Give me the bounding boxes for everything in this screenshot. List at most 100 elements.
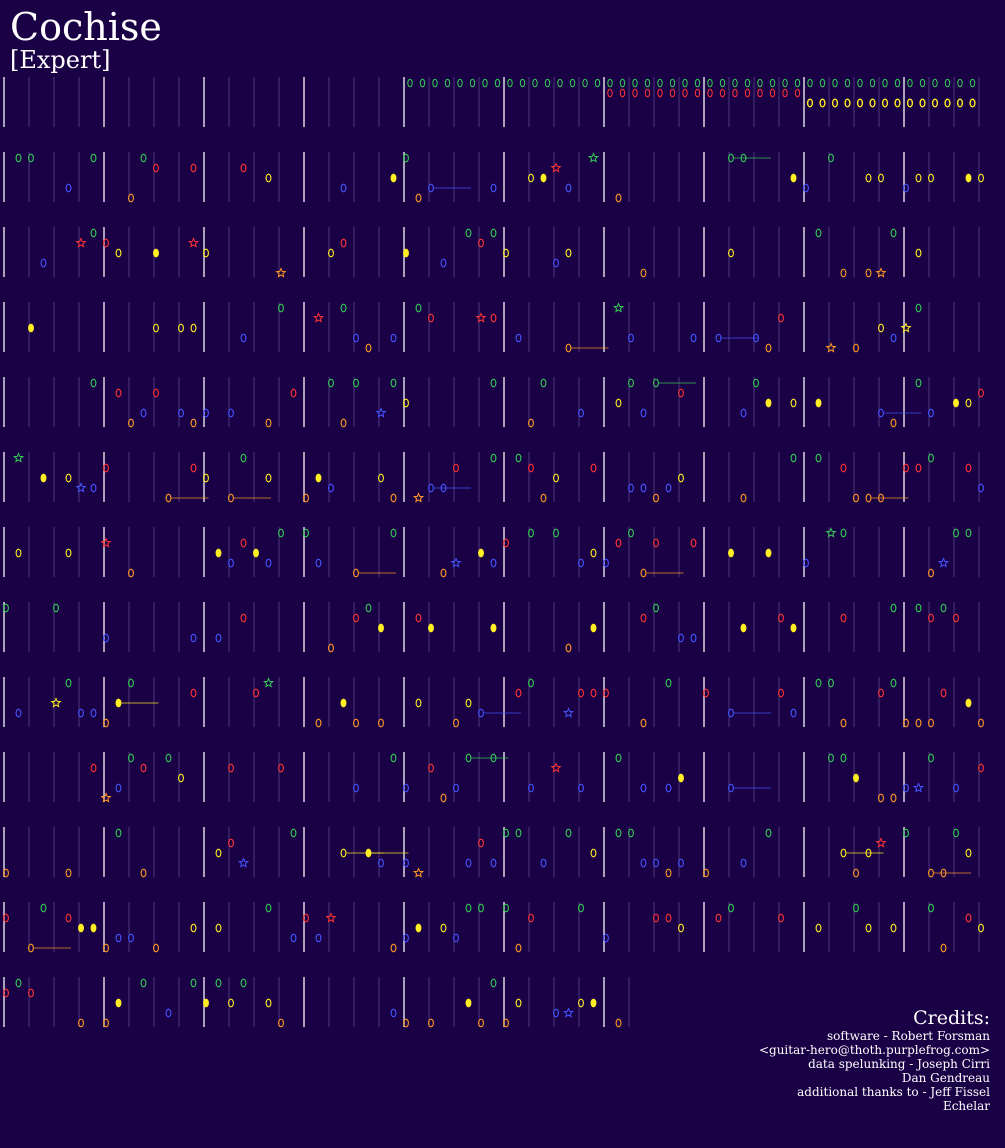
note [265, 418, 272, 428]
note-green [607, 78, 613, 88]
note [103, 943, 109, 953]
note-green [569, 78, 576, 88]
star-note [912, 782, 925, 793]
note [128, 678, 134, 688]
note-red [782, 88, 788, 98]
note [328, 378, 334, 388]
note [778, 913, 784, 923]
note [565, 248, 572, 258]
note [103, 633, 109, 643]
note [28, 988, 34, 998]
note [403, 153, 409, 163]
note [928, 408, 934, 418]
note [378, 473, 384, 483]
note [153, 163, 159, 173]
note [690, 633, 697, 643]
note [765, 343, 772, 353]
note-red [669, 88, 676, 98]
note [3, 868, 9, 878]
note [278, 528, 284, 538]
note [178, 323, 184, 333]
note [115, 783, 122, 793]
note [553, 1008, 559, 1018]
note [128, 933, 134, 943]
note-red [682, 88, 688, 98]
note [578, 783, 584, 793]
note [778, 613, 784, 623]
note [840, 753, 847, 763]
note [928, 753, 934, 763]
note [765, 398, 772, 408]
note [328, 248, 334, 258]
note [515, 828, 522, 838]
note [153, 248, 159, 258]
note [553, 473, 559, 483]
note [103, 238, 109, 248]
note [278, 763, 284, 773]
note [315, 473, 322, 483]
note [740, 858, 747, 868]
note [903, 463, 909, 473]
note [303, 913, 309, 923]
note [340, 303, 347, 313]
star-note [875, 267, 887, 278]
note [128, 753, 134, 763]
note-green [969, 78, 976, 88]
note [790, 623, 797, 633]
note [340, 238, 347, 248]
note [403, 398, 409, 408]
credit-line: Dan Gendreau [901, 1071, 990, 1085]
note [215, 848, 222, 858]
note [565, 343, 572, 353]
note [678, 773, 684, 783]
star-note [562, 1007, 575, 1018]
note [840, 268, 847, 278]
note [665, 868, 672, 878]
note [640, 858, 647, 868]
note [965, 463, 972, 473]
note [340, 183, 347, 193]
note-green [844, 78, 851, 88]
note [815, 923, 822, 933]
star-note [937, 557, 950, 568]
star-note [612, 302, 625, 313]
note [115, 698, 122, 708]
note [890, 793, 897, 803]
note [578, 998, 584, 1008]
note [678, 633, 684, 643]
note [290, 933, 297, 943]
credit-line: software - Robert Forsman [826, 1029, 990, 1043]
note [265, 173, 272, 183]
note [403, 783, 409, 793]
note [740, 408, 747, 418]
note-green [669, 78, 676, 88]
note [453, 783, 459, 793]
note [915, 603, 922, 613]
note [390, 1008, 397, 1018]
note-green [819, 78, 826, 88]
note [790, 173, 797, 183]
note-red [757, 88, 763, 98]
note [578, 408, 584, 418]
note [515, 998, 522, 1008]
note [853, 493, 859, 503]
note-yellow [831, 98, 839, 108]
note [178, 408, 184, 418]
note [265, 903, 272, 913]
note [490, 858, 497, 868]
note [453, 933, 459, 943]
note [890, 333, 897, 343]
note [728, 708, 734, 718]
note [728, 783, 734, 793]
note [928, 613, 934, 623]
note [265, 558, 272, 568]
note-green [932, 78, 938, 88]
note [653, 538, 659, 548]
note [428, 763, 434, 773]
note-green [407, 78, 413, 88]
star-note [12, 452, 25, 463]
note [953, 828, 959, 838]
note-red [707, 88, 713, 98]
note [15, 153, 22, 163]
